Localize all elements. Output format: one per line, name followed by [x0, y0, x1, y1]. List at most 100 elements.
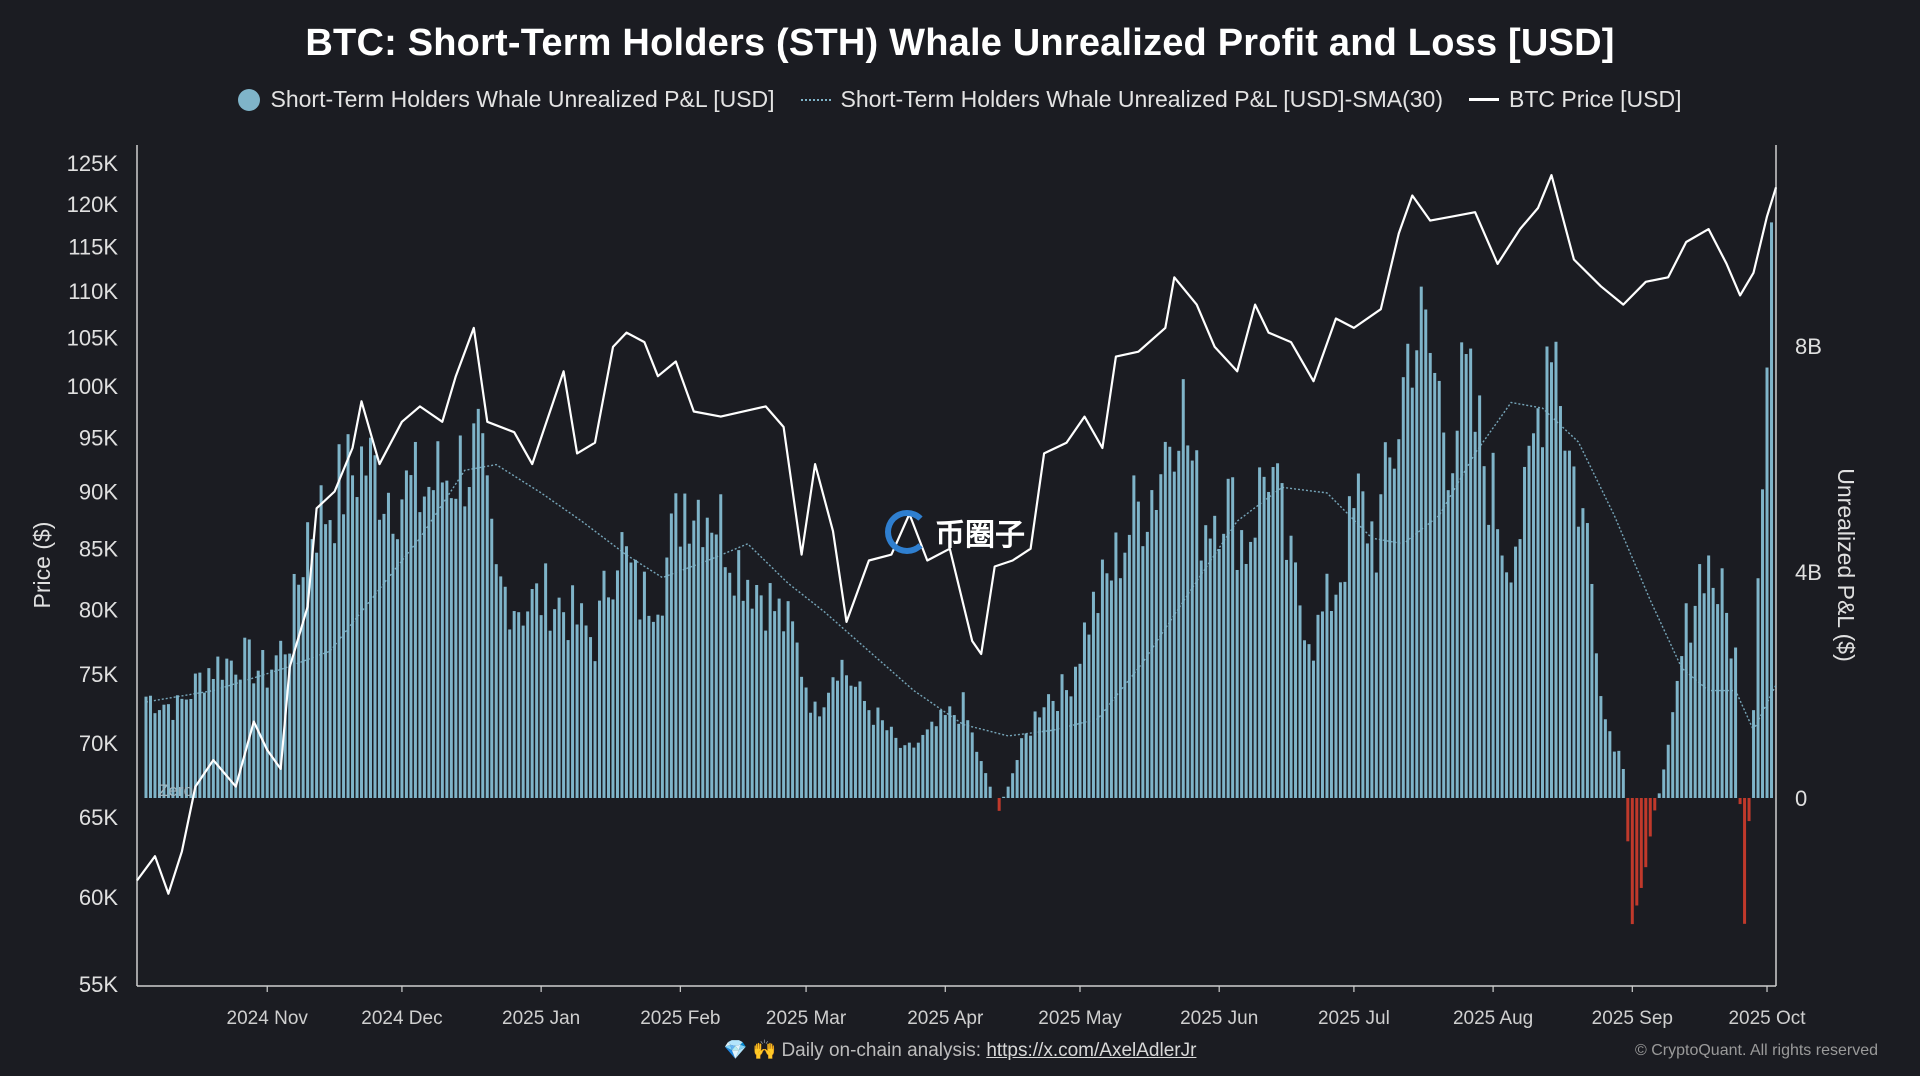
pnl-bar — [1298, 605, 1302, 798]
pnl-bar — [1666, 744, 1670, 798]
pnl-bar — [301, 577, 305, 798]
pnl-bar — [526, 611, 530, 798]
pnl-bar — [1258, 467, 1262, 798]
pnl-bar — [1217, 549, 1221, 798]
pnl-bar — [1545, 346, 1549, 798]
pnl-bar — [1729, 658, 1733, 798]
pnl-bar — [957, 723, 961, 798]
pnl-bar — [1549, 362, 1553, 798]
pnl-bar — [1253, 537, 1257, 798]
pnl-bar — [804, 687, 808, 798]
pnl-bar — [1487, 524, 1491, 798]
pnl-bar — [1204, 525, 1208, 798]
pnl-bar — [1442, 432, 1446, 798]
pnl-bar — [220, 679, 224, 798]
pnl-bar — [1482, 466, 1486, 798]
pnl-bar — [903, 745, 907, 798]
x-tick-label: 2025 Mar — [766, 1008, 847, 1029]
legend-item-sma[interactable]: Short-Term Holders Whale Unrealized P&L … — [800, 86, 1443, 113]
pnl-bar — [741, 600, 745, 798]
x-tick-label: 2024 Dec — [361, 1008, 442, 1029]
pnl-bar — [1424, 309, 1428, 798]
pnl-bar — [1127, 534, 1131, 798]
pnl-bar — [849, 685, 853, 798]
pnl-bar — [687, 543, 691, 798]
pnl-bar — [1082, 622, 1086, 798]
pnl-bar — [1505, 572, 1509, 798]
pnl-bar — [1433, 372, 1437, 798]
pnl-bar — [728, 572, 732, 798]
pnl-bar — [476, 408, 480, 798]
pnl-bar — [1419, 286, 1423, 798]
pnl-bar — [606, 597, 610, 798]
pnl-bar — [1684, 603, 1688, 798]
pnl-bar — [1608, 731, 1612, 798]
pnl-bar — [1105, 573, 1109, 798]
pnl-bar — [1707, 555, 1711, 798]
pnl-bar — [768, 583, 772, 798]
pnl-bar — [988, 786, 992, 798]
pnl-bar — [1370, 521, 1374, 798]
pnl-bar — [458, 435, 462, 798]
pnl-bar — [1693, 605, 1697, 798]
pnl-bar — [1671, 712, 1675, 798]
footer-link[interactable]: https://x.com/AxelAdlerJr — [986, 1040, 1197, 1061]
pnl-bar — [633, 559, 637, 798]
pnl-bar — [449, 498, 453, 798]
watermark-text: 币圈子 — [935, 519, 1025, 552]
pnl-bar — [243, 637, 247, 798]
pnl-bar — [1383, 442, 1387, 798]
pnl-bar — [184, 699, 188, 798]
pnl-bar — [1388, 457, 1392, 798]
pnl-bar — [1356, 473, 1360, 798]
y-left-tick-label: 55K — [79, 972, 118, 997]
footer: 💎 🙌 Daily on-chain analysis: https://x.c… — [0, 1038, 1920, 1062]
x-tick-label: 2025 Oct — [1728, 1008, 1806, 1029]
pnl-bar — [503, 586, 507, 798]
legend-item-price[interactable]: BTC Price [USD] — [1468, 86, 1682, 113]
pnl-bar — [1585, 523, 1589, 798]
pnl-bar — [669, 513, 673, 798]
pnl-bar — [216, 656, 220, 798]
pnl-bar — [620, 532, 624, 798]
pnl-bar — [1756, 578, 1760, 798]
pnl-bar — [553, 609, 557, 798]
pnl-bar — [288, 653, 292, 798]
btc-price-line — [136, 174, 1778, 895]
pnl-bar — [889, 726, 893, 798]
pnl-bar — [1087, 634, 1091, 798]
pnl-bar — [404, 470, 408, 798]
pnl-bar — [1114, 532, 1118, 798]
pnl-bar — [315, 552, 319, 798]
pnl-bar — [229, 660, 233, 798]
pnl-bar — [1325, 573, 1329, 798]
pnl-bar — [665, 557, 669, 798]
pnl-bar — [1621, 768, 1625, 798]
pnl-bar — [674, 493, 678, 798]
pnl-bar — [454, 498, 458, 798]
pnl-bar — [1352, 508, 1356, 798]
pnl-bar — [337, 444, 341, 798]
x-tick-label: 2024 Nov — [227, 1008, 309, 1029]
pnl-bar — [907, 742, 911, 798]
pnl-bar — [840, 659, 844, 798]
pnl-bar — [1630, 798, 1634, 925]
pnl-bar — [1653, 798, 1657, 811]
pnl-bar — [678, 546, 682, 798]
pnl-bar — [1747, 798, 1751, 822]
pnl-bar — [943, 715, 947, 798]
pnl-bar — [1100, 559, 1104, 798]
pnl-bar — [1460, 342, 1464, 798]
y-left-tick-label: 85K — [79, 537, 118, 562]
pnl-bar — [395, 539, 399, 798]
pnl-bar — [490, 518, 494, 798]
pnl-bar — [148, 695, 152, 798]
pnl-bar — [1262, 476, 1266, 798]
y-right-tick-label: 8B — [1795, 334, 1822, 359]
pnl-bar — [970, 732, 974, 798]
pnl-bar — [629, 562, 633, 798]
legend-item-bars[interactable]: Short-Term Holders Whale Unrealized P&L … — [238, 86, 775, 113]
pnl-bar — [732, 595, 736, 798]
pnl-bar — [256, 670, 260, 798]
